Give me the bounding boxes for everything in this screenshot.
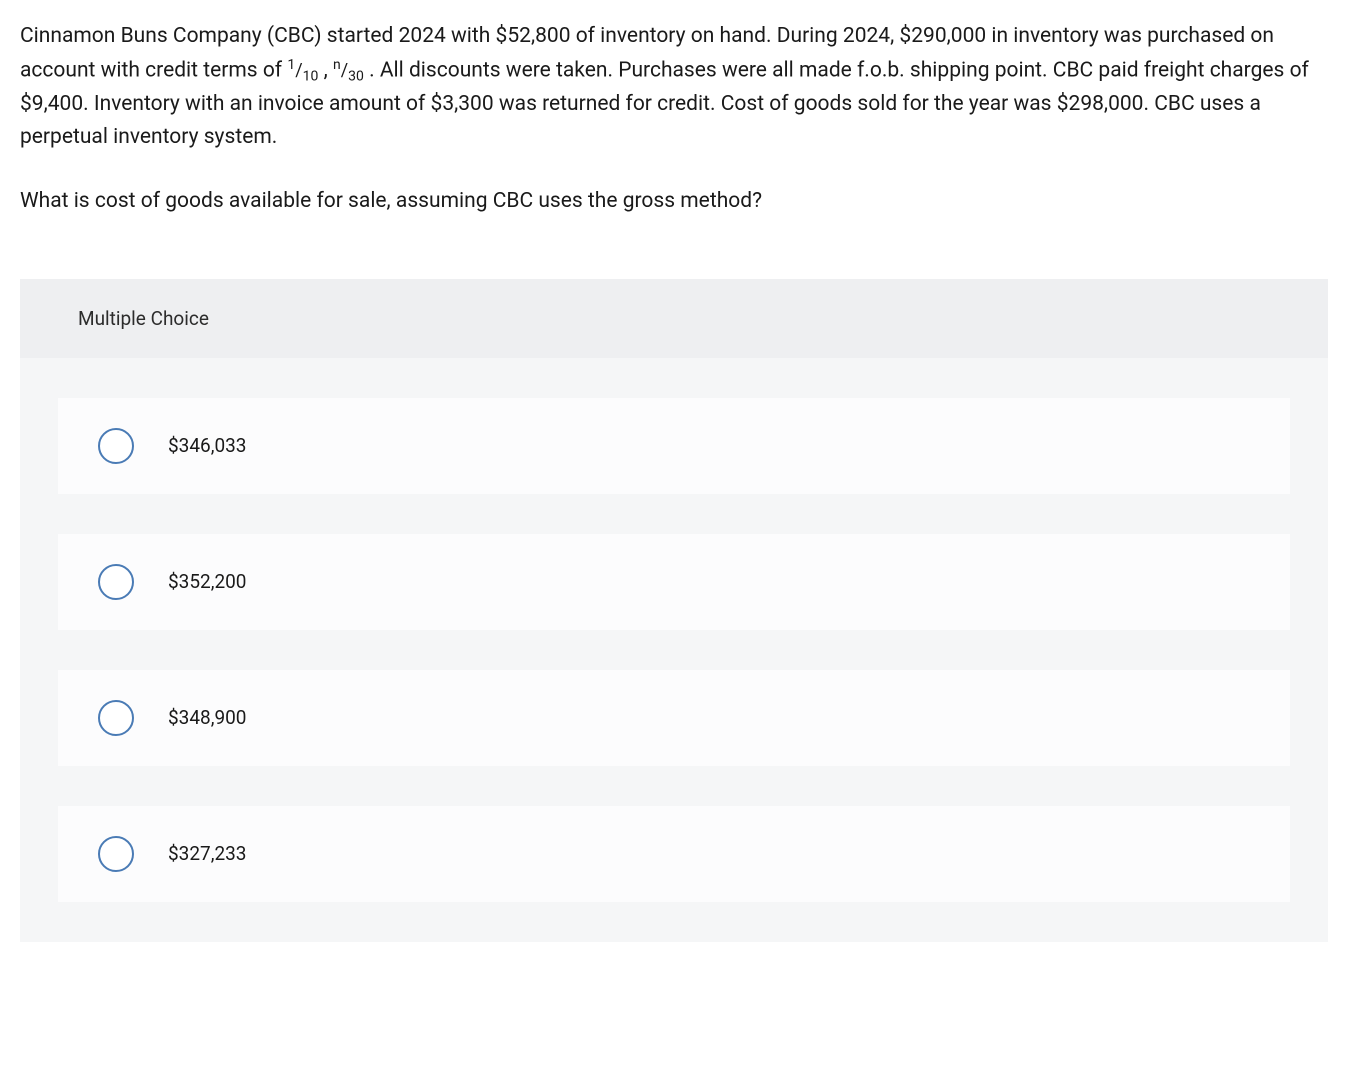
choice-label-b: $352,200 (168, 570, 247, 593)
choice-option-b[interactable]: $352,200 (58, 534, 1290, 630)
multiple-choice-container: Multiple Choice $346,033 $352,200 $348,9… (20, 279, 1328, 942)
radio-icon (98, 564, 134, 600)
fraction2-num: n (333, 57, 341, 73)
fraction-1: 1/10 (287, 54, 318, 88)
fraction1-num: 1 (287, 57, 295, 73)
fraction-separator: , (318, 58, 333, 82)
choice-label-c: $348,900 (168, 706, 247, 729)
multiple-choice-header: Multiple Choice (20, 279, 1328, 358)
choice-option-d[interactable]: $327,233 (58, 806, 1290, 902)
question-prompt: What is cost of goods available for sale… (20, 185, 1328, 219)
choice-option-c[interactable]: $348,900 (58, 670, 1290, 766)
radio-icon (98, 700, 134, 736)
choice-label-d: $327,233 (168, 842, 247, 865)
radio-icon (98, 428, 134, 464)
fraction1-den: 10 (303, 68, 319, 84)
fraction2-den: 30 (348, 68, 364, 84)
radio-icon (98, 836, 134, 872)
choices-list: $346,033 $352,200 $348,900 $327,233 (20, 358, 1328, 942)
fraction-2: n/30 (333, 54, 364, 88)
question-paragraph: Cinnamon Buns Company (CBC) started 2024… (20, 20, 1328, 155)
choice-option-a[interactable]: $346,033 (58, 398, 1290, 494)
choice-label-a: $346,033 (168, 434, 247, 457)
